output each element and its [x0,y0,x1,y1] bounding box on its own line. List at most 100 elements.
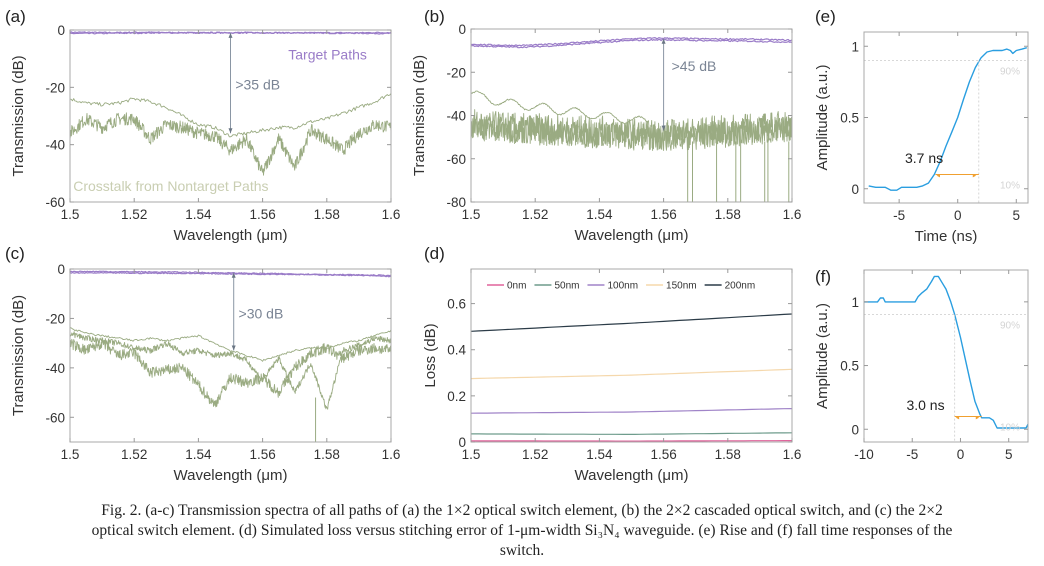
panel-label: (c) [5,244,25,263]
series-line-target [70,271,391,278]
y-tick-label: -60 [45,195,65,210]
y-tick-label: -40 [446,109,466,124]
series-line-crosstalk [70,327,391,362]
time-span-label: 3.7 ns [905,150,943,166]
y-tick-label: 0.5 [840,111,859,126]
x-tick-label: 1.54 [185,447,212,462]
x-tick-label: 1.6 [382,447,401,462]
y-tick-label: -60 [446,152,466,167]
y-tick-label: -40 [45,138,65,153]
panel-e: 90% 10% ◂ ▸ 3.7 ns -5 0 5 0 0.5 1 Time (ns) Amplitud… [814,7,1029,245]
panel-f: 90% 10% ◂ ▸ 3.0 ns -10 -5 0 5 0 0.5 1 Amplitude (a.u… [814,267,1029,462]
x-axis-label: Wavelength (μm) [174,227,288,244]
x-axis-label: Wavelength (μm) [575,467,689,484]
x-axis-label: Time (ns) [915,228,978,245]
axes-box [863,31,1029,204]
caption-line-1: Fig. 2. (a-c) Transmission spectra of al… [101,502,943,519]
series-line-crosstalk [471,116,792,151]
y-tick-label: 0 [57,23,65,38]
y-tick-label: -20 [45,311,65,326]
x-tick-label: 1.5 [61,207,80,222]
panel-c: >30 dB 1.5 1.52 1.54 1.56 1.58 1.6 -60 -40 -20 0 Wa… [5,244,400,484]
y-axis-label: Transmission (dB) [10,295,27,416]
y-tick-label: 0 [851,182,859,197]
x-tick-label: 1.56 [650,207,676,222]
y-tick-label: 0.5 [840,359,859,374]
plot-area [471,36,792,202]
level-label: 10% [1000,423,1020,434]
series-line-200nm [471,313,792,332]
series-line-crosstalk [70,331,391,410]
x-tick-label: 1.5 [462,207,481,222]
arrow-head-left: ◂ [956,415,960,422]
plot-area [864,275,1028,442]
x-tick-label: 1.58 [314,207,340,222]
y-tick-label: 1 [851,39,859,54]
plot-area [471,313,792,442]
arrow-head-up [661,38,666,44]
x-tick-label: 1.54 [185,207,212,222]
arrow-head-right: ▸ [973,173,977,180]
series-line-response [864,275,1028,429]
x-tick-label: 1.52 [522,207,548,222]
axes-box [470,28,793,203]
arrow-head-up [228,32,233,38]
axes-box [69,268,392,443]
y-tick-label: 0 [851,422,859,437]
panel-b: >45 dB 1.5 1.52 1.54 1.56 1.58 1.6 -80 -60 -40 -20… [411,7,801,244]
arrow-head-right: ▸ [976,415,980,422]
series-line-0nm [471,440,792,442]
legend: 0nm 50nm 100nm 150nm 200nm [487,281,755,292]
x-tick-label: 1.56 [249,207,275,222]
y-tick-label: -60 [45,410,65,425]
annotation-label: Crosstalk from Nontarget Paths [73,178,268,194]
arrow-head-left: ◂ [936,173,940,180]
figure-caption: Fig. 2. (a-c) Transmission spectra of al… [0,501,1044,561]
y-tick-label: 0.4 [447,343,466,358]
x-tick-label: 0 [957,447,965,462]
y-axis-label: Loss (dB) [422,323,439,387]
y-axis-label: Amplitude (a.u.) [814,65,831,171]
annotation-label: >45 dB [672,58,717,74]
y-tick-label: 0.2 [447,389,466,404]
y-tick-label: 1 [851,295,859,310]
x-tick-label: -5 [893,208,905,223]
annotation-label: >30 dB [239,305,284,321]
series-line-response [868,47,1027,191]
panel-label: (a) [5,7,26,26]
x-tick-label: 1.54 [586,207,613,222]
series-line-crosstalk [471,90,648,125]
level-label: 90% [1000,321,1020,332]
legend-label-150nm: 150nm [666,281,697,292]
x-tick-label: -5 [906,447,918,462]
x-tick-label: 1.54 [586,447,613,462]
level-label: 10% [1000,181,1020,192]
caption-line-2: optical switch element. (d) Simulated lo… [91,522,953,539]
y-tick-label: -40 [45,361,65,376]
x-tick-label: 5 [1013,208,1021,223]
y-tick-label: -20 [45,80,65,95]
x-tick-label: 1.58 [715,447,741,462]
plot-area [70,270,391,442]
y-tick-label: 0.6 [447,297,466,312]
x-tick-label: 0 [954,208,962,223]
x-tick-label: 1.52 [522,447,548,462]
legend-label-100nm: 100nm [607,281,638,292]
x-tick-label: 1.6 [382,207,401,222]
x-tick-label: 1.6 [783,207,802,222]
axes-box [863,269,1029,443]
panel-label: (e) [815,7,836,26]
y-axis-label: Transmission (dB) [10,55,27,176]
axes-box [470,268,793,443]
x-tick-label: 1.52 [121,207,147,222]
x-tick-label: 1.5 [462,447,481,462]
panel-label: (b) [424,7,445,26]
x-tick-label: 1.52 [121,447,147,462]
caption-line-3: switch. [499,542,545,559]
legend-label-50nm: 50nm [554,281,579,292]
series-line-crosstalk [70,337,391,408]
y-tick-label: 0 [458,435,466,450]
x-tick-label: 1.6 [783,447,802,462]
series-line-100nm [471,408,792,414]
arrow-head-down [231,345,236,351]
